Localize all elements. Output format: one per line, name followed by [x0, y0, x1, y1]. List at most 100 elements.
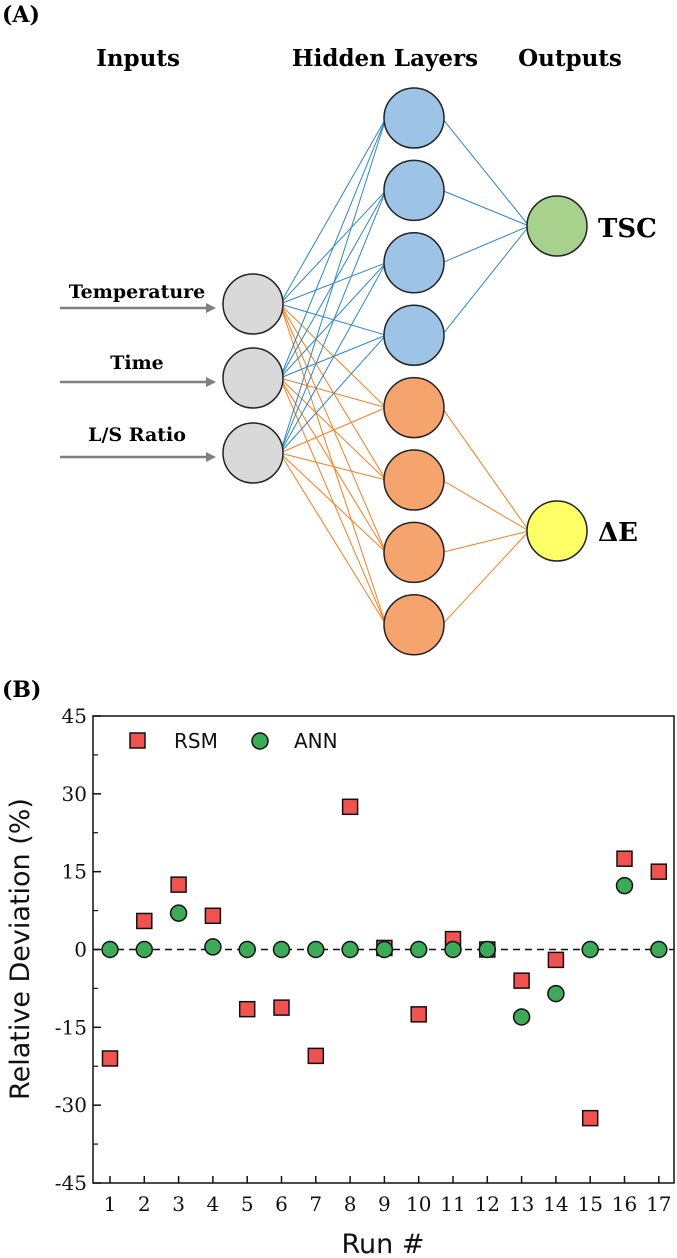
legend: RSM ANN [129, 729, 338, 753]
edge-input-3-hidden-5 [279, 407, 387, 454]
legend-ann-label: ANN [294, 729, 338, 753]
input-node-2 [222, 347, 284, 409]
edge-input-3-hidden-1 [279, 117, 387, 454]
legend-rsm-label: RSM [174, 729, 218, 753]
input-node-1 [222, 273, 284, 335]
y-tick-label: 30 [62, 782, 87, 806]
nodes [222, 87, 588, 656]
edge-input-2-hidden-8 [279, 377, 387, 625]
edge-input-2-hidden-6 [279, 377, 387, 481]
ann-point-run-9 [375, 940, 394, 959]
rsm-point-run-15 [581, 1109, 599, 1127]
y-tick-label: -30 [55, 1093, 87, 1117]
edge-hidden-8-output [441, 530, 530, 626]
hidden-node-8 [383, 594, 445, 656]
x-axis-ticks: 1 2 3 4 5 6 7 8 9 10 11 12 13 14 15 16 17 [104, 1176, 672, 1216]
edge-hidden-7-output [441, 530, 530, 553]
legend-rsm-marker [129, 732, 146, 749]
edge-input-1-hidden-5 [279, 303, 387, 408]
ann-point-run-7 [307, 940, 325, 959]
rsm-point-run-2 [136, 912, 153, 930]
x-tick-label: 15 [577, 1192, 602, 1216]
x-tick-label: 1 [104, 1192, 117, 1216]
rsm-point-run-10 [410, 1006, 427, 1023]
x-tick-label: 11 [440, 1192, 465, 1216]
rsm-point-run-13 [513, 972, 530, 989]
hidden-layers-header: Hidden Layers [292, 45, 478, 72]
edge-input-2-hidden-1 [279, 117, 387, 379]
edge-input-2-hidden-5 [279, 377, 387, 409]
x-tick-label: 3 [172, 1192, 185, 1216]
ann-point-run-16 [615, 876, 634, 895]
hidden-node-7 [383, 521, 445, 584]
ann-point-run-5 [238, 940, 256, 959]
output-label-tsc: TSC [598, 214, 657, 244]
x-tick-label: 7 [309, 1192, 322, 1216]
legend-ann-marker [251, 732, 269, 750]
ann-point-run-8 [341, 940, 359, 959]
panel-b-label: (B) [2, 677, 41, 703]
x-tick-label: 5 [241, 1192, 254, 1216]
y-axis-ticks: -45 -30 -15 0 15 30 45 [55, 704, 101, 1195]
hidden-node-2 [383, 159, 445, 222]
ann-point-run-4 [204, 938, 222, 956]
hidden-node-3 [383, 232, 445, 294]
hidden-node-1 [383, 87, 445, 149]
ann-point-run-1 [101, 940, 119, 959]
x-tick-label: 6 [275, 1192, 288, 1216]
rsm-point-run-6 [273, 999, 290, 1016]
input-node-3 [222, 422, 284, 484]
edge-input-3-hidden-7 [279, 452, 387, 553]
ann-point-run-3 [169, 904, 188, 922]
input-label-temperature: Temperature [69, 281, 206, 303]
edge-input-3-hidden-3 [279, 262, 387, 454]
edge-input-1-hidden-4 [279, 303, 387, 336]
hidden-node-4 [383, 304, 445, 366]
ann-point-run-14 [547, 984, 565, 1003]
rsm-point-run-3 [170, 876, 187, 893]
y-tick-label: -45 [55, 1171, 87, 1195]
rsm-point-run-5 [238, 1000, 256, 1018]
x-axis-title: Run # [342, 1229, 425, 1258]
rsm-point-run-7 [307, 1047, 325, 1065]
x-tick-label: 2 [138, 1192, 151, 1216]
ann-point-run-15 [581, 940, 599, 959]
ann-point-run-6 [272, 940, 291, 959]
x-tick-label: 4 [207, 1192, 220, 1216]
x-tick-label: 17 [646, 1192, 671, 1216]
x-tick-label: 9 [378, 1192, 391, 1216]
y-tick-label: 45 [62, 704, 87, 728]
input-label-time: Time [110, 352, 164, 374]
ann-point-run-2 [135, 940, 154, 959]
edge-hidden-6-output [441, 479, 530, 532]
panel-a-label: (A) [2, 2, 40, 28]
x-tick-label: 10 [406, 1192, 431, 1216]
connections [279, 117, 530, 626]
edge-input-1-hidden-6 [279, 303, 387, 481]
ann-point-run-10 [409, 940, 428, 959]
edge-input-2-hidden-4 [279, 334, 387, 379]
hidden-node-6 [383, 449, 445, 511]
output-node-delta-e [526, 500, 588, 562]
ann-point-run-12 [478, 940, 497, 959]
edge-input-2-hidden-7 [279, 377, 387, 553]
y-tick-label: 0 [74, 938, 87, 962]
x-tick-label: 13 [509, 1192, 534, 1216]
edge-hidden-5-output [441, 407, 530, 532]
rsm-point-run-4 [204, 907, 222, 925]
output-label-delta-e: ΔE [598, 518, 638, 548]
rsm-point-run-14 [547, 951, 565, 969]
x-tick-label: 16 [612, 1192, 637, 1216]
x-tick-label: 12 [475, 1192, 500, 1216]
edge-hidden-2-output [441, 189, 530, 227]
y-tick-label: -15 [55, 1015, 87, 1039]
rsm-point-run-1 [101, 1050, 119, 1067]
x-tick-label: 14 [543, 1192, 568, 1216]
edge-input-3-hidden-8 [279, 452, 387, 626]
input-arrows [60, 303, 216, 462]
y-tick-label: 15 [62, 860, 87, 884]
hidden-node-5 [383, 376, 445, 439]
rsm-point-run-8 [341, 798, 359, 816]
